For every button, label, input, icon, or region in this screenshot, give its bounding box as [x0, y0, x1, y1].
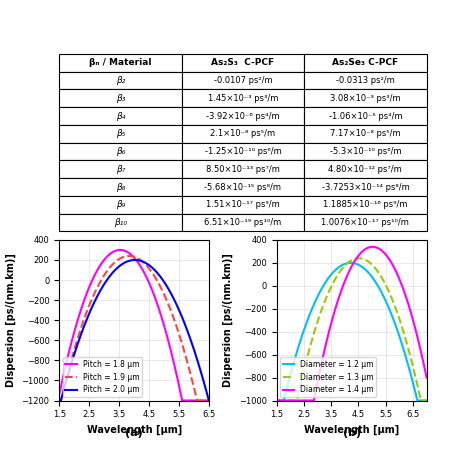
Text: (b): (b)	[343, 428, 361, 438]
Pitch = 1.8 μm	[180, 398, 185, 403]
Pitch = 1.9 μm	[203, 398, 209, 403]
Diameter = 1.3 μm	[424, 398, 429, 403]
Pitch = 1.9 μm	[138, 257, 144, 263]
Diameter = 1.2 μm	[397, 335, 403, 341]
Diameter = 1.2 μm	[355, 262, 361, 267]
Pitch = 1.8 μm	[128, 252, 134, 257]
Pitch = 1.8 μm	[56, 392, 62, 397]
Diameter = 1.3 μm	[346, 259, 352, 265]
Diameter = 1.3 μm	[364, 257, 369, 263]
Legend: Pitch = 1.8 μm, Pitch = 1.9 μm, Pitch = 2.0 μm: Pitch = 1.8 μm, Pitch = 1.9 μm, Pitch = …	[63, 357, 142, 397]
Diameter = 1.2 μm	[420, 398, 426, 403]
Diameter = 1.2 μm	[345, 261, 351, 266]
Y-axis label: Dispersion [ps/(nm.km)]: Dispersion [ps/(nm.km)]	[223, 253, 233, 387]
Pitch = 1.8 μm	[117, 247, 123, 252]
Pitch = 2.0 μm	[180, 315, 185, 321]
Line: Pitch = 2.0 μm: Pitch = 2.0 μm	[59, 260, 209, 400]
Diameter = 1.4 μm	[370, 244, 375, 249]
Diameter = 1.3 μm	[420, 398, 426, 403]
Pitch = 1.9 μm	[56, 398, 62, 403]
Pitch = 1.8 μm	[146, 279, 152, 285]
Diameter = 1.3 μm	[355, 256, 361, 261]
Diameter = 1.4 μm	[420, 360, 426, 365]
X-axis label: Wavelength [μm]: Wavelength [μm]	[87, 425, 182, 435]
Diameter = 1.2 μm	[346, 260, 352, 265]
Pitch = 2.0 μm	[128, 257, 134, 263]
Pitch = 1.8 μm	[206, 398, 212, 403]
Y-axis label: Dispersion [ps/(nm.km)]: Dispersion [ps/(nm.km)]	[6, 253, 16, 387]
Diameter = 1.3 μm	[274, 398, 280, 403]
Diameter = 1.2 μm	[348, 260, 354, 265]
Line: Diameter = 1.2 μm: Diameter = 1.2 μm	[277, 263, 427, 400]
Diameter = 1.4 μm	[355, 254, 361, 259]
Pitch = 1.8 μm	[203, 398, 209, 403]
Diameter = 1.2 μm	[274, 398, 280, 403]
Pitch = 1.8 μm	[129, 252, 135, 258]
Pitch = 2.0 μm	[132, 257, 138, 263]
Pitch = 2.0 μm	[56, 398, 62, 403]
Pitch = 1.9 μm	[180, 342, 185, 348]
Diameter = 1.3 μm	[356, 256, 362, 261]
Legend: Diameter = 1.2 μm, Diameter = 1.3 μm, Diameter = 1.4 μm: Diameter = 1.2 μm, Diameter = 1.3 μm, Di…	[281, 357, 376, 397]
Line: Diameter = 1.3 μm: Diameter = 1.3 μm	[277, 258, 427, 400]
Pitch = 2.0 μm	[203, 387, 209, 392]
Pitch = 1.8 μm	[180, 398, 186, 403]
Pitch = 1.9 μm	[129, 253, 135, 259]
Diameter = 1.2 μm	[424, 398, 429, 403]
Diameter = 1.3 μm	[345, 260, 351, 265]
Pitch = 1.8 μm	[138, 264, 144, 269]
Diameter = 1.4 μm	[363, 246, 369, 252]
Pitch = 2.0 μm	[138, 258, 144, 264]
Pitch = 2.0 μm	[206, 398, 212, 403]
Pitch = 1.9 μm	[146, 266, 152, 271]
Line: Pitch = 1.8 μm: Pitch = 1.8 μm	[59, 250, 209, 400]
Diameter = 1.3 μm	[397, 318, 403, 323]
Line: Pitch = 1.9 μm: Pitch = 1.9 μm	[59, 256, 209, 400]
Pitch = 2.0 μm	[146, 262, 152, 268]
X-axis label: Wavelength [μm]: Wavelength [μm]	[304, 425, 399, 435]
Diameter = 1.4 μm	[424, 375, 429, 380]
Diameter = 1.4 μm	[274, 398, 280, 403]
Pitch = 1.9 μm	[128, 253, 134, 259]
Pitch = 1.9 μm	[126, 253, 132, 259]
Diameter = 1.4 μm	[345, 271, 351, 277]
Pitch = 1.9 μm	[206, 398, 212, 403]
Diameter = 1.4 μm	[346, 270, 352, 275]
Pitch = 2.0 μm	[128, 258, 133, 263]
Line: Diameter = 1.4 μm: Diameter = 1.4 μm	[277, 247, 427, 400]
Diameter = 1.4 μm	[397, 278, 403, 283]
Diameter = 1.2 μm	[364, 268, 369, 273]
Text: (a): (a)	[125, 428, 143, 438]
